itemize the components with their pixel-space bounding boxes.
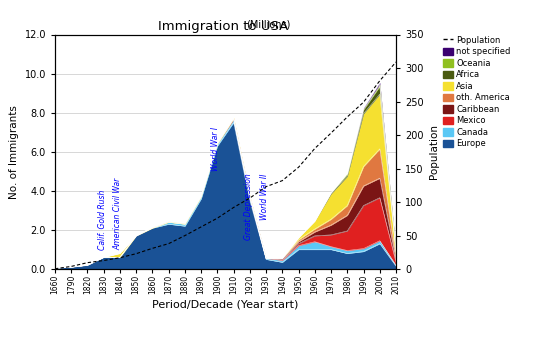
- Title: Immigration to USA : Immigration to USA: [158, 20, 293, 33]
- Text: American Civil War: American Civil War: [114, 177, 123, 249]
- Y-axis label: Population: Population: [429, 124, 439, 179]
- X-axis label: Period/Decade (Year start): Period/Decade (Year start): [152, 299, 299, 309]
- Text: World War I: World War I: [211, 127, 220, 171]
- Y-axis label: No. of Immigrants: No. of Immigrants: [9, 105, 19, 199]
- Text: Great Depression: Great Depression: [244, 173, 253, 240]
- Legend: Population, not specified, Oceania, Africa, Asia, oth. America, Caribbean, Mexic: Population, not specified, Oceania, Afri…: [441, 34, 512, 150]
- Text: World War II: World War II: [260, 174, 269, 220]
- Text: Calif. Gold Rush: Calif. Gold Rush: [97, 189, 107, 249]
- Text: (Millions): (Millions): [246, 20, 290, 30]
